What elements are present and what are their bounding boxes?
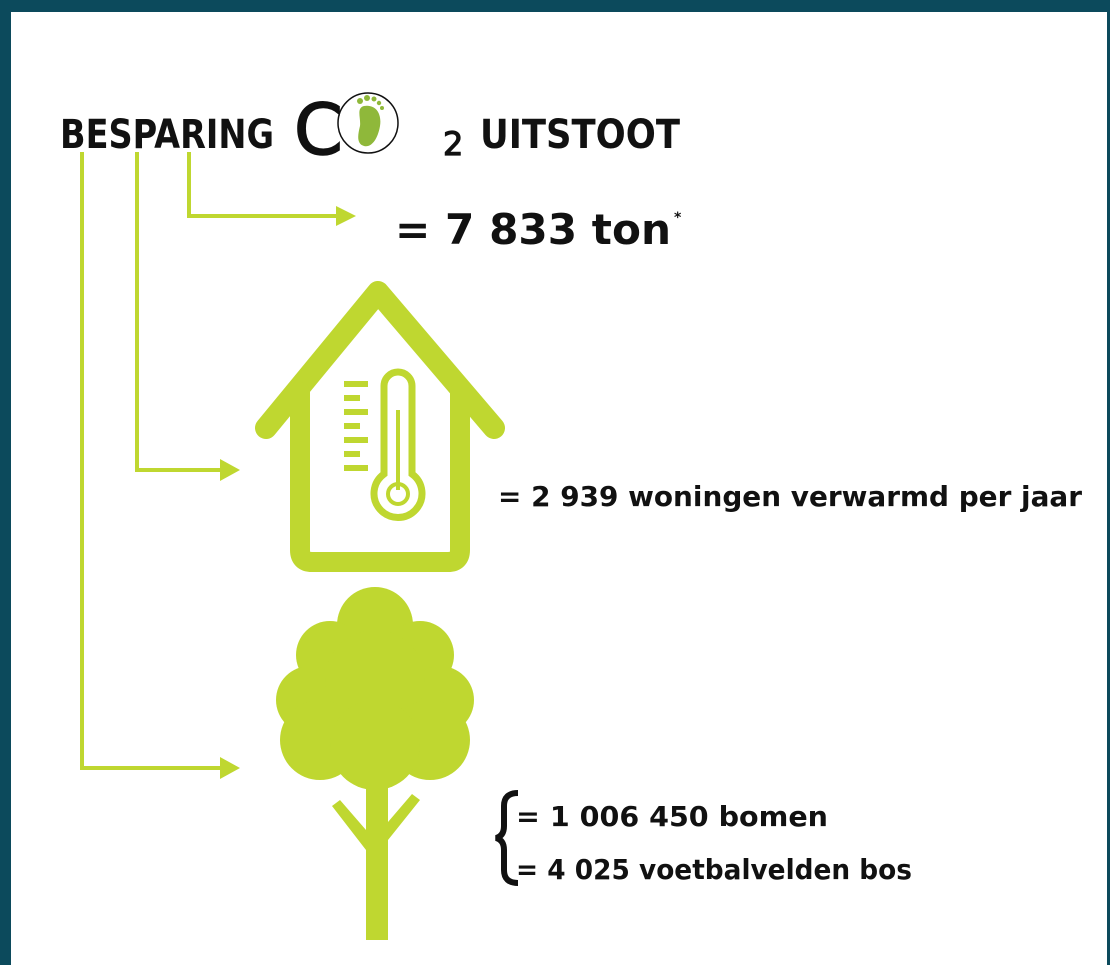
footprint-icon <box>357 95 384 147</box>
connectors <box>80 152 338 770</box>
tree-icon <box>276 587 474 940</box>
house-icon <box>255 281 505 572</box>
canvas <box>11 12 1107 965</box>
co2-c: C <box>294 89 343 171</box>
total-note: * <box>674 210 682 226</box>
co2-sub: 2 <box>443 125 463 163</box>
trees-line: = 1 006 450 bomen <box>516 800 828 833</box>
thermometer-icon <box>344 368 426 521</box>
header-right: UITSTOOT <box>480 112 681 158</box>
arrowheads <box>220 206 356 779</box>
total-text: = 7 833 ton <box>395 205 671 254</box>
bracket <box>495 790 519 886</box>
homes-text: = 2 939 woningen verwarmd per jaar <box>498 480 1082 513</box>
trees-line: = 4 025 voetbalvelden bos <box>516 853 912 886</box>
co2-o-circle <box>337 92 399 154</box>
header-left: BESPARING <box>60 112 274 158</box>
